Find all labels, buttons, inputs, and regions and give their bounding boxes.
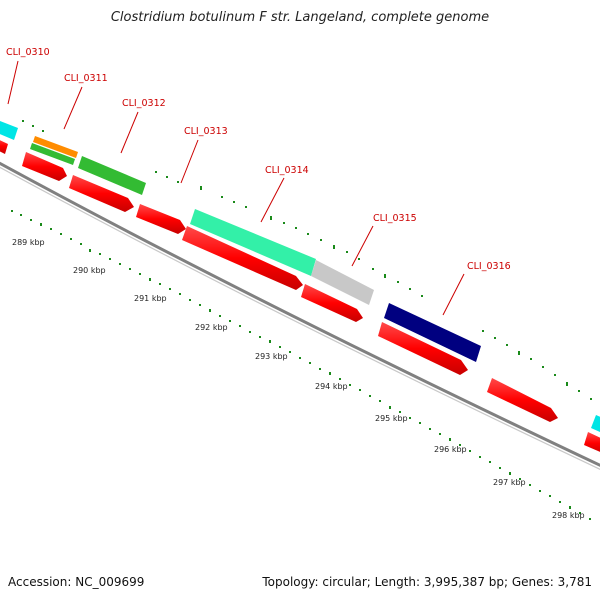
map-title: Clostridium botulinum F str. Langeland, … [110, 10, 490, 25]
cds-arrow[interactable] [378, 322, 468, 375]
cds-arrow[interactable] [136, 204, 186, 234]
gene-label[interactable]: CLI_0313 [184, 126, 228, 137]
cds-arrow[interactable] [182, 226, 303, 290]
gene-box-seafoam[interactable] [190, 209, 316, 276]
inner-tick-ring [11, 210, 591, 520]
cds-arrow[interactable] [22, 152, 67, 181]
cds-arrow[interactable] [487, 378, 558, 422]
gene-label[interactable]: CLI_0315 [373, 213, 417, 224]
topology-text: Topology: circular; Length: 3,995,387 bp… [262, 575, 592, 589]
gene-box-cyan-right[interactable] [591, 415, 600, 432]
gene-label[interactable]: CLI_0314 [265, 165, 309, 176]
position-label: 292 kbp [195, 323, 228, 332]
cds-arrow[interactable] [584, 432, 600, 454]
gene-label[interactable]: CLI_0316 [467, 261, 511, 272]
gene-box-green[interactable] [78, 156, 146, 195]
gene-box-navy[interactable] [384, 303, 481, 362]
cds-arrow[interactable] [0, 138, 8, 154]
position-label: 291 kbp [134, 294, 167, 303]
position-label: 297 kbp [493, 478, 526, 487]
cds-arrow[interactable] [301, 284, 363, 322]
cds-arrows [0, 138, 600, 454]
position-labels: 289 kbp 290 kbp 291 kbp 292 kbp 293 kbp … [12, 238, 585, 520]
position-label: 294 kbp [315, 382, 348, 391]
leader-lines [7, 60, 465, 316]
gene-box-cyan-left[interactable] [0, 119, 18, 140]
accession-text: Accession: NC_009699 [8, 575, 145, 589]
feature-genes [0, 119, 600, 432]
position-label: 293 kbp [255, 352, 288, 361]
gene-box-orange[interactable] [33, 136, 78, 158]
outer-tick-ring [22, 120, 592, 400]
position-label: 290 kbp [73, 266, 106, 275]
position-label: 289 kbp [12, 238, 45, 247]
position-label: 298 kbp [552, 511, 585, 520]
position-label: 295 kbp [375, 414, 408, 423]
gene-label[interactable]: CLI_0311 [64, 73, 108, 84]
gene-label[interactable]: CLI_0310 [6, 47, 50, 58]
gene-box-silver[interactable] [311, 260, 374, 305]
backbone-outer [0, 161, 600, 467]
position-label: 296 kbp [434, 445, 467, 454]
gene-labels: CLI_0310 CLI_0311 CLI_0312 CLI_0313 CLI_… [6, 47, 511, 272]
gene-box-green-small[interactable] [30, 143, 75, 165]
gene-label[interactable]: CLI_0312 [122, 98, 166, 109]
backbone-inner [0, 166, 600, 470]
cds-arrow[interactable] [69, 175, 134, 212]
